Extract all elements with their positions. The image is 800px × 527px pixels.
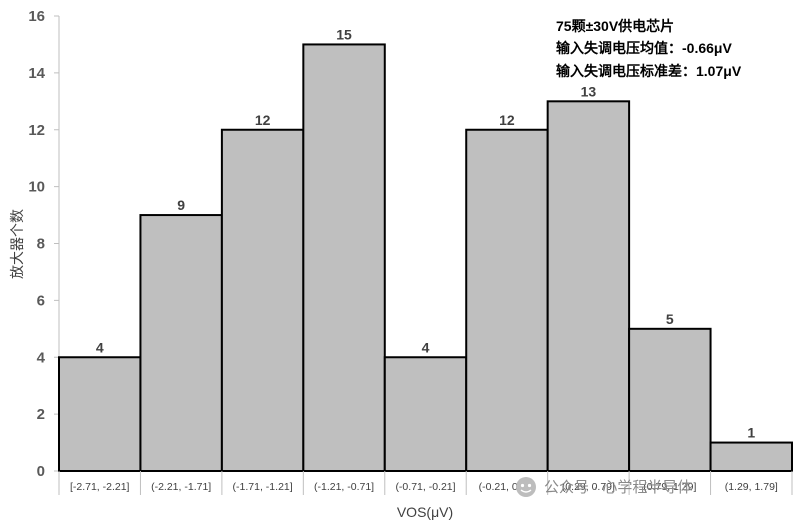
bar [628, 327, 712, 472]
y-tick-label: 4 [37, 349, 46, 366]
bar [383, 356, 468, 472]
watermark-text: 公众号 · 心学程半导体 [544, 479, 692, 496]
wechat-icon [516, 477, 536, 497]
bar-value-label: 12 [499, 112, 515, 128]
bar [302, 43, 386, 472]
bar-value-label: 9 [177, 197, 185, 213]
y-tick-label: 16 [28, 8, 45, 25]
bar-value-label: 5 [666, 311, 674, 327]
y-tick-label: 8 [37, 236, 45, 253]
annotation-offset-stddev: 输入失调电压标准差：1.07μV [556, 63, 742, 79]
annotation-offset-mean: 输入失调电压均值：-0.66μV [556, 40, 732, 56]
y-tick-label: 10 [28, 179, 45, 196]
bar [546, 100, 631, 472]
bar [139, 214, 223, 472]
y-tick-label: 2 [37, 406, 45, 423]
bar [465, 128, 549, 472]
x-tick-label: (0.29, 0.79] [562, 481, 615, 493]
x-tick-label: (-0.71, -0.21] [395, 481, 455, 493]
y-axis-title: 放大器个数 [9, 209, 25, 279]
y-tick-label: 6 [37, 292, 45, 309]
x-tick-label: [-2.71, -2.21] [70, 481, 130, 493]
bar-value-label: 15 [336, 26, 352, 42]
y-tick-label: 0 [37, 463, 45, 480]
x-tick-label: (-1.21, -0.71] [314, 481, 374, 493]
x-axis-title: VOS(μV) [397, 504, 453, 520]
bar-value-label: 1 [747, 425, 755, 441]
watermark: 公众号 · 心学程半导体 [516, 477, 692, 497]
bar [220, 128, 305, 472]
y-tick-label: 12 [28, 122, 45, 139]
annotation-chip-count: 75颗±30V供电芯片 [556, 18, 674, 34]
bar [58, 356, 142, 472]
bar-value-label: 13 [581, 83, 597, 99]
bar-value-label: 12 [255, 112, 271, 128]
x-tick-label: (0.79, 1.29] [643, 481, 696, 493]
y-tick-label: 14 [28, 65, 45, 82]
bar-value-label: 4 [422, 339, 430, 355]
x-tick-label: (1.29, 1.79] [725, 481, 778, 493]
x-tick-label: (-1.71, -1.21] [233, 481, 293, 493]
x-tick-label: (-2.21, -1.71] [151, 481, 211, 493]
bar [709, 441, 793, 472]
bar-value-label: 4 [96, 339, 104, 355]
